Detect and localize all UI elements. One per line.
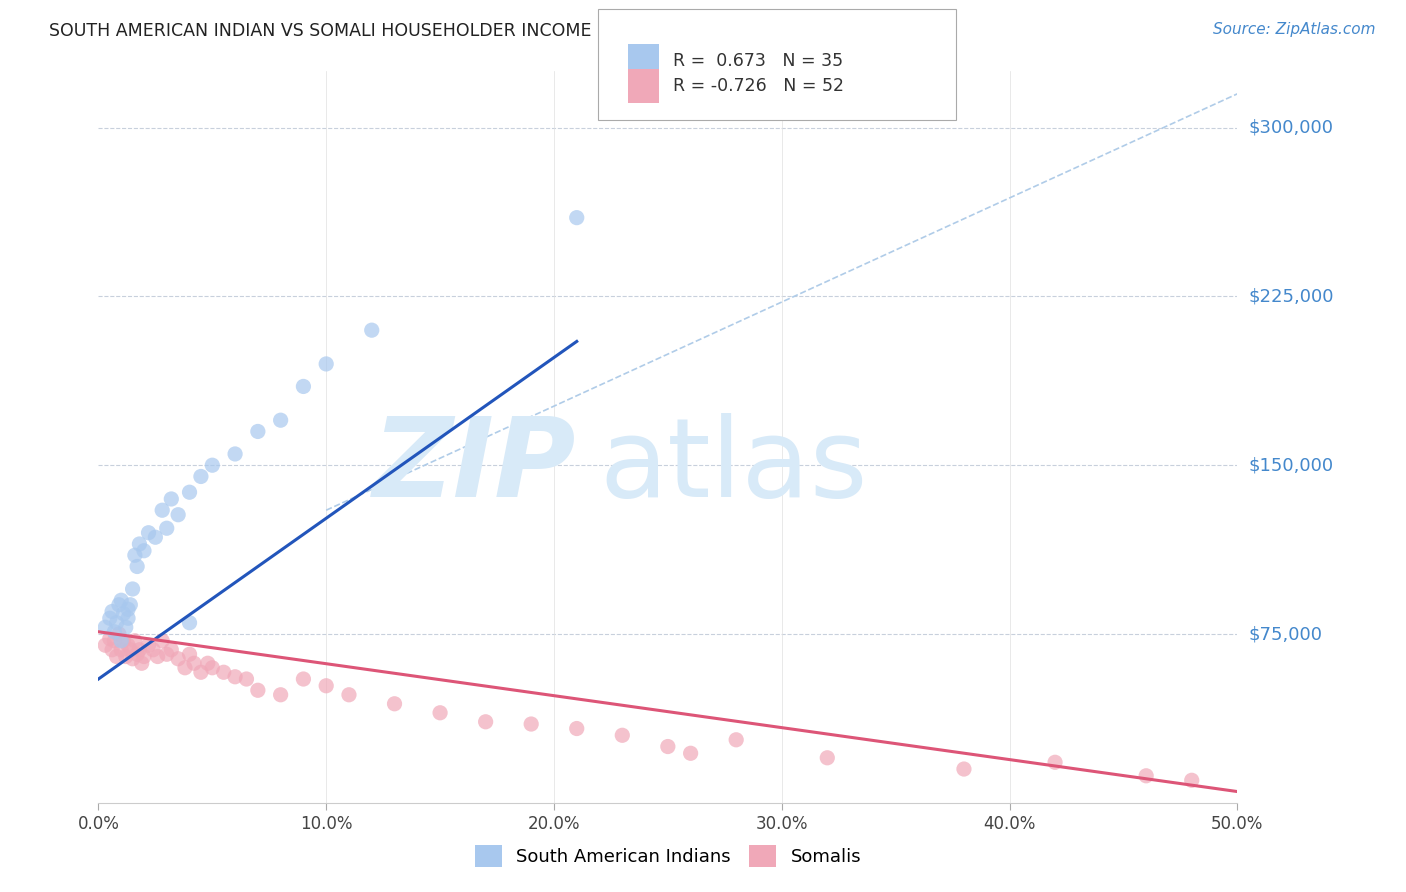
Point — [1043, 756, 1066, 770]
Text: $300,000: $300,000 — [1249, 119, 1333, 136]
Point — [474, 714, 496, 729]
Point — [101, 605, 124, 619]
Point — [98, 632, 121, 646]
Text: ZIP: ZIP — [373, 413, 576, 520]
Point — [117, 602, 139, 616]
Point — [103, 624, 125, 639]
Point — [103, 633, 125, 648]
Point — [142, 642, 165, 657]
Point — [128, 537, 150, 551]
Point — [167, 508, 190, 522]
Point — [145, 530, 167, 544]
Text: $75,000: $75,000 — [1249, 625, 1323, 643]
Point — [201, 458, 224, 473]
Point — [179, 615, 201, 630]
Point — [224, 670, 246, 684]
Point — [167, 652, 190, 666]
Point — [120, 642, 142, 657]
Point — [190, 469, 212, 483]
Point — [679, 746, 702, 760]
Point — [315, 679, 337, 693]
Point — [131, 657, 153, 671]
Legend: South American Indians, Somalis: South American Indians, Somalis — [467, 838, 869, 874]
Point — [1181, 773, 1204, 788]
Point — [174, 661, 197, 675]
Point — [94, 620, 117, 634]
Point — [160, 642, 183, 657]
Point — [105, 615, 128, 630]
Point — [565, 211, 588, 225]
Point — [292, 379, 315, 393]
Text: R = -0.726   N = 52: R = -0.726 N = 52 — [673, 78, 845, 95]
Point — [150, 503, 173, 517]
Text: SOUTH AMERICAN INDIAN VS SOMALI HOUSEHOLDER INCOME OVER 65 YEARS CORRELATION CHA: SOUTH AMERICAN INDIAN VS SOMALI HOUSEHOL… — [49, 22, 929, 40]
Point — [138, 638, 160, 652]
Point — [110, 642, 132, 657]
Point — [117, 611, 139, 625]
Point — [132, 649, 155, 664]
Point — [94, 638, 117, 652]
Point — [146, 649, 169, 664]
Point — [117, 638, 139, 652]
Point — [246, 425, 269, 439]
Point — [110, 633, 132, 648]
Point — [108, 627, 131, 641]
Text: atlas: atlas — [599, 413, 868, 520]
Point — [150, 633, 173, 648]
Point — [101, 642, 124, 657]
Point — [132, 543, 155, 558]
Point — [337, 688, 360, 702]
Point — [292, 672, 315, 686]
Point — [725, 732, 748, 747]
Point — [98, 611, 121, 625]
Point — [156, 647, 179, 661]
Point — [128, 642, 150, 657]
Text: Source: ZipAtlas.com: Source: ZipAtlas.com — [1212, 22, 1375, 37]
Text: $150,000: $150,000 — [1249, 456, 1333, 475]
Point — [121, 582, 143, 596]
Point — [121, 652, 143, 666]
Point — [384, 697, 406, 711]
Point — [138, 525, 160, 540]
Point — [224, 447, 246, 461]
Point — [612, 728, 634, 742]
Point — [315, 357, 337, 371]
Point — [201, 661, 224, 675]
Point — [114, 620, 136, 634]
Point — [112, 607, 135, 621]
Point — [953, 762, 976, 776]
Point — [197, 657, 219, 671]
Point — [429, 706, 451, 720]
Point — [160, 491, 183, 506]
Point — [270, 688, 292, 702]
Text: $225,000: $225,000 — [1249, 287, 1334, 305]
Point — [657, 739, 679, 754]
Point — [183, 657, 205, 671]
Point — [112, 633, 135, 648]
Point — [520, 717, 543, 731]
Point — [190, 665, 212, 680]
Point — [127, 647, 149, 661]
Point — [235, 672, 257, 686]
Point — [124, 548, 146, 562]
Point — [360, 323, 382, 337]
Point — [108, 598, 131, 612]
Point — [815, 751, 838, 765]
Point — [179, 647, 201, 661]
Point — [120, 598, 142, 612]
Point — [270, 413, 292, 427]
Point — [565, 722, 588, 736]
Point — [110, 593, 132, 607]
Point — [212, 665, 235, 680]
Point — [1135, 769, 1157, 783]
Point — [127, 559, 149, 574]
Point — [114, 649, 136, 664]
Point — [105, 649, 128, 664]
Point — [156, 521, 179, 535]
Text: R =  0.673   N = 35: R = 0.673 N = 35 — [673, 52, 844, 70]
Point — [124, 633, 146, 648]
Point — [246, 683, 269, 698]
Point — [179, 485, 201, 500]
